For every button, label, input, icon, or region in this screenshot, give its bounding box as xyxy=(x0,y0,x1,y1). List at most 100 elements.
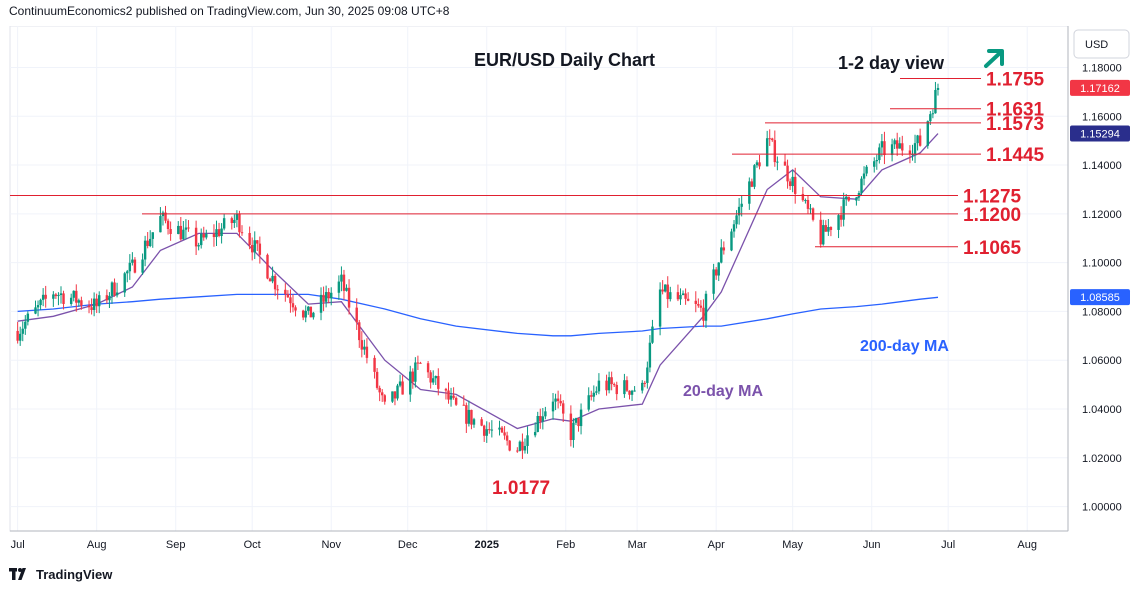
candle-body xyxy=(414,362,417,382)
y-tick-label: 1.06000 xyxy=(1082,355,1122,367)
ma-200-label: 200-day MA xyxy=(860,338,949,355)
ma-20-price-tag xyxy=(1070,125,1130,142)
candle-body xyxy=(697,303,700,306)
candle-body xyxy=(169,229,172,234)
x-tick-label: Apr xyxy=(708,539,725,551)
candle-body xyxy=(95,298,98,307)
candle-body xyxy=(911,154,914,156)
x-tick-label: Dec xyxy=(398,539,418,551)
candle-body xyxy=(248,232,251,246)
candle-body xyxy=(187,227,190,229)
candle-body xyxy=(595,391,598,393)
candle-body xyxy=(686,298,690,301)
candle-body xyxy=(327,292,330,299)
candle-body xyxy=(266,254,269,279)
candle-body xyxy=(431,378,435,383)
candle-body xyxy=(365,346,369,358)
candle-body xyxy=(472,419,476,425)
candle-body xyxy=(541,416,545,422)
candle-body xyxy=(199,233,203,246)
x-tick-label: Oct xyxy=(244,539,261,551)
candle-body xyxy=(730,231,733,251)
candle-body xyxy=(842,199,845,220)
candle-body xyxy=(437,376,440,389)
candle-body xyxy=(177,225,180,234)
candle-body xyxy=(133,259,137,273)
candle-body xyxy=(788,181,792,187)
candle-body xyxy=(59,293,63,296)
candle-body xyxy=(533,431,537,436)
candle-body xyxy=(452,395,455,398)
candle-body xyxy=(378,387,381,393)
candle-body xyxy=(839,215,843,220)
ma-200-polyline xyxy=(17,293,939,337)
x-tick-label: Jun xyxy=(863,539,881,551)
candle-body xyxy=(276,289,279,291)
candle-body xyxy=(284,289,287,295)
currency-label: USD xyxy=(1085,39,1108,51)
last-price-tag-text: 1.17162 xyxy=(1080,83,1120,95)
candle-body xyxy=(855,197,858,201)
ma-20-line xyxy=(17,133,939,430)
level-label: 1.1065 xyxy=(963,238,1022,259)
y-tick-label: 1.18000 xyxy=(1082,62,1122,74)
candle-body xyxy=(804,200,807,202)
candle-body xyxy=(824,225,828,232)
up-arrow-icon xyxy=(984,49,1004,68)
candle-body xyxy=(694,300,697,304)
candle-body xyxy=(508,440,511,451)
candle-body xyxy=(633,390,636,392)
candle-body xyxy=(521,441,524,451)
candle-body xyxy=(630,390,634,395)
candle-body xyxy=(75,290,78,303)
candle-body xyxy=(307,306,310,311)
x-tick-label: Sep xyxy=(166,539,186,551)
candle-body xyxy=(895,140,899,149)
candle-body xyxy=(704,293,708,321)
candle-body xyxy=(590,395,593,397)
x-tick-label: Mar xyxy=(628,539,647,551)
candle-body xyxy=(87,305,91,308)
candle-body xyxy=(151,232,154,239)
candle-body xyxy=(699,305,703,308)
candle-body xyxy=(126,271,129,274)
candle-body xyxy=(518,441,522,451)
candle-body xyxy=(500,427,504,433)
candle-body xyxy=(898,143,901,149)
x-tick-label: 2025 xyxy=(474,539,498,551)
candle-body xyxy=(205,233,208,238)
candle-body xyxy=(735,215,738,225)
candle-body xyxy=(875,160,879,162)
candle-body xyxy=(873,161,876,167)
candle-body xyxy=(574,418,578,423)
candle-body xyxy=(271,275,274,282)
candle-body xyxy=(641,382,644,391)
candle-body xyxy=(375,371,379,388)
arrow-shaft xyxy=(984,50,1003,68)
candle-body xyxy=(324,292,328,302)
candle-body xyxy=(330,292,333,299)
candle-body xyxy=(526,435,529,446)
candle-body xyxy=(883,141,886,156)
candle-body xyxy=(286,294,290,298)
candle-body xyxy=(579,409,583,427)
candle-body xyxy=(587,395,590,410)
candle-body xyxy=(202,233,205,238)
candle-body xyxy=(110,282,114,296)
candle-body xyxy=(342,274,346,291)
candle-body xyxy=(714,269,718,276)
candle-body xyxy=(717,262,720,276)
candle-body xyxy=(419,362,422,364)
candle-body xyxy=(401,381,404,395)
candle-body xyxy=(646,367,649,383)
candle-body xyxy=(217,229,221,236)
candle-body xyxy=(449,395,453,400)
candle-body xyxy=(765,138,769,167)
candle-body xyxy=(115,292,119,296)
candle-body xyxy=(363,346,366,350)
y-tick-label: 1.08000 xyxy=(1082,306,1122,318)
candle-body xyxy=(358,322,361,341)
candle-body xyxy=(54,294,58,297)
candle-body xyxy=(309,306,313,318)
